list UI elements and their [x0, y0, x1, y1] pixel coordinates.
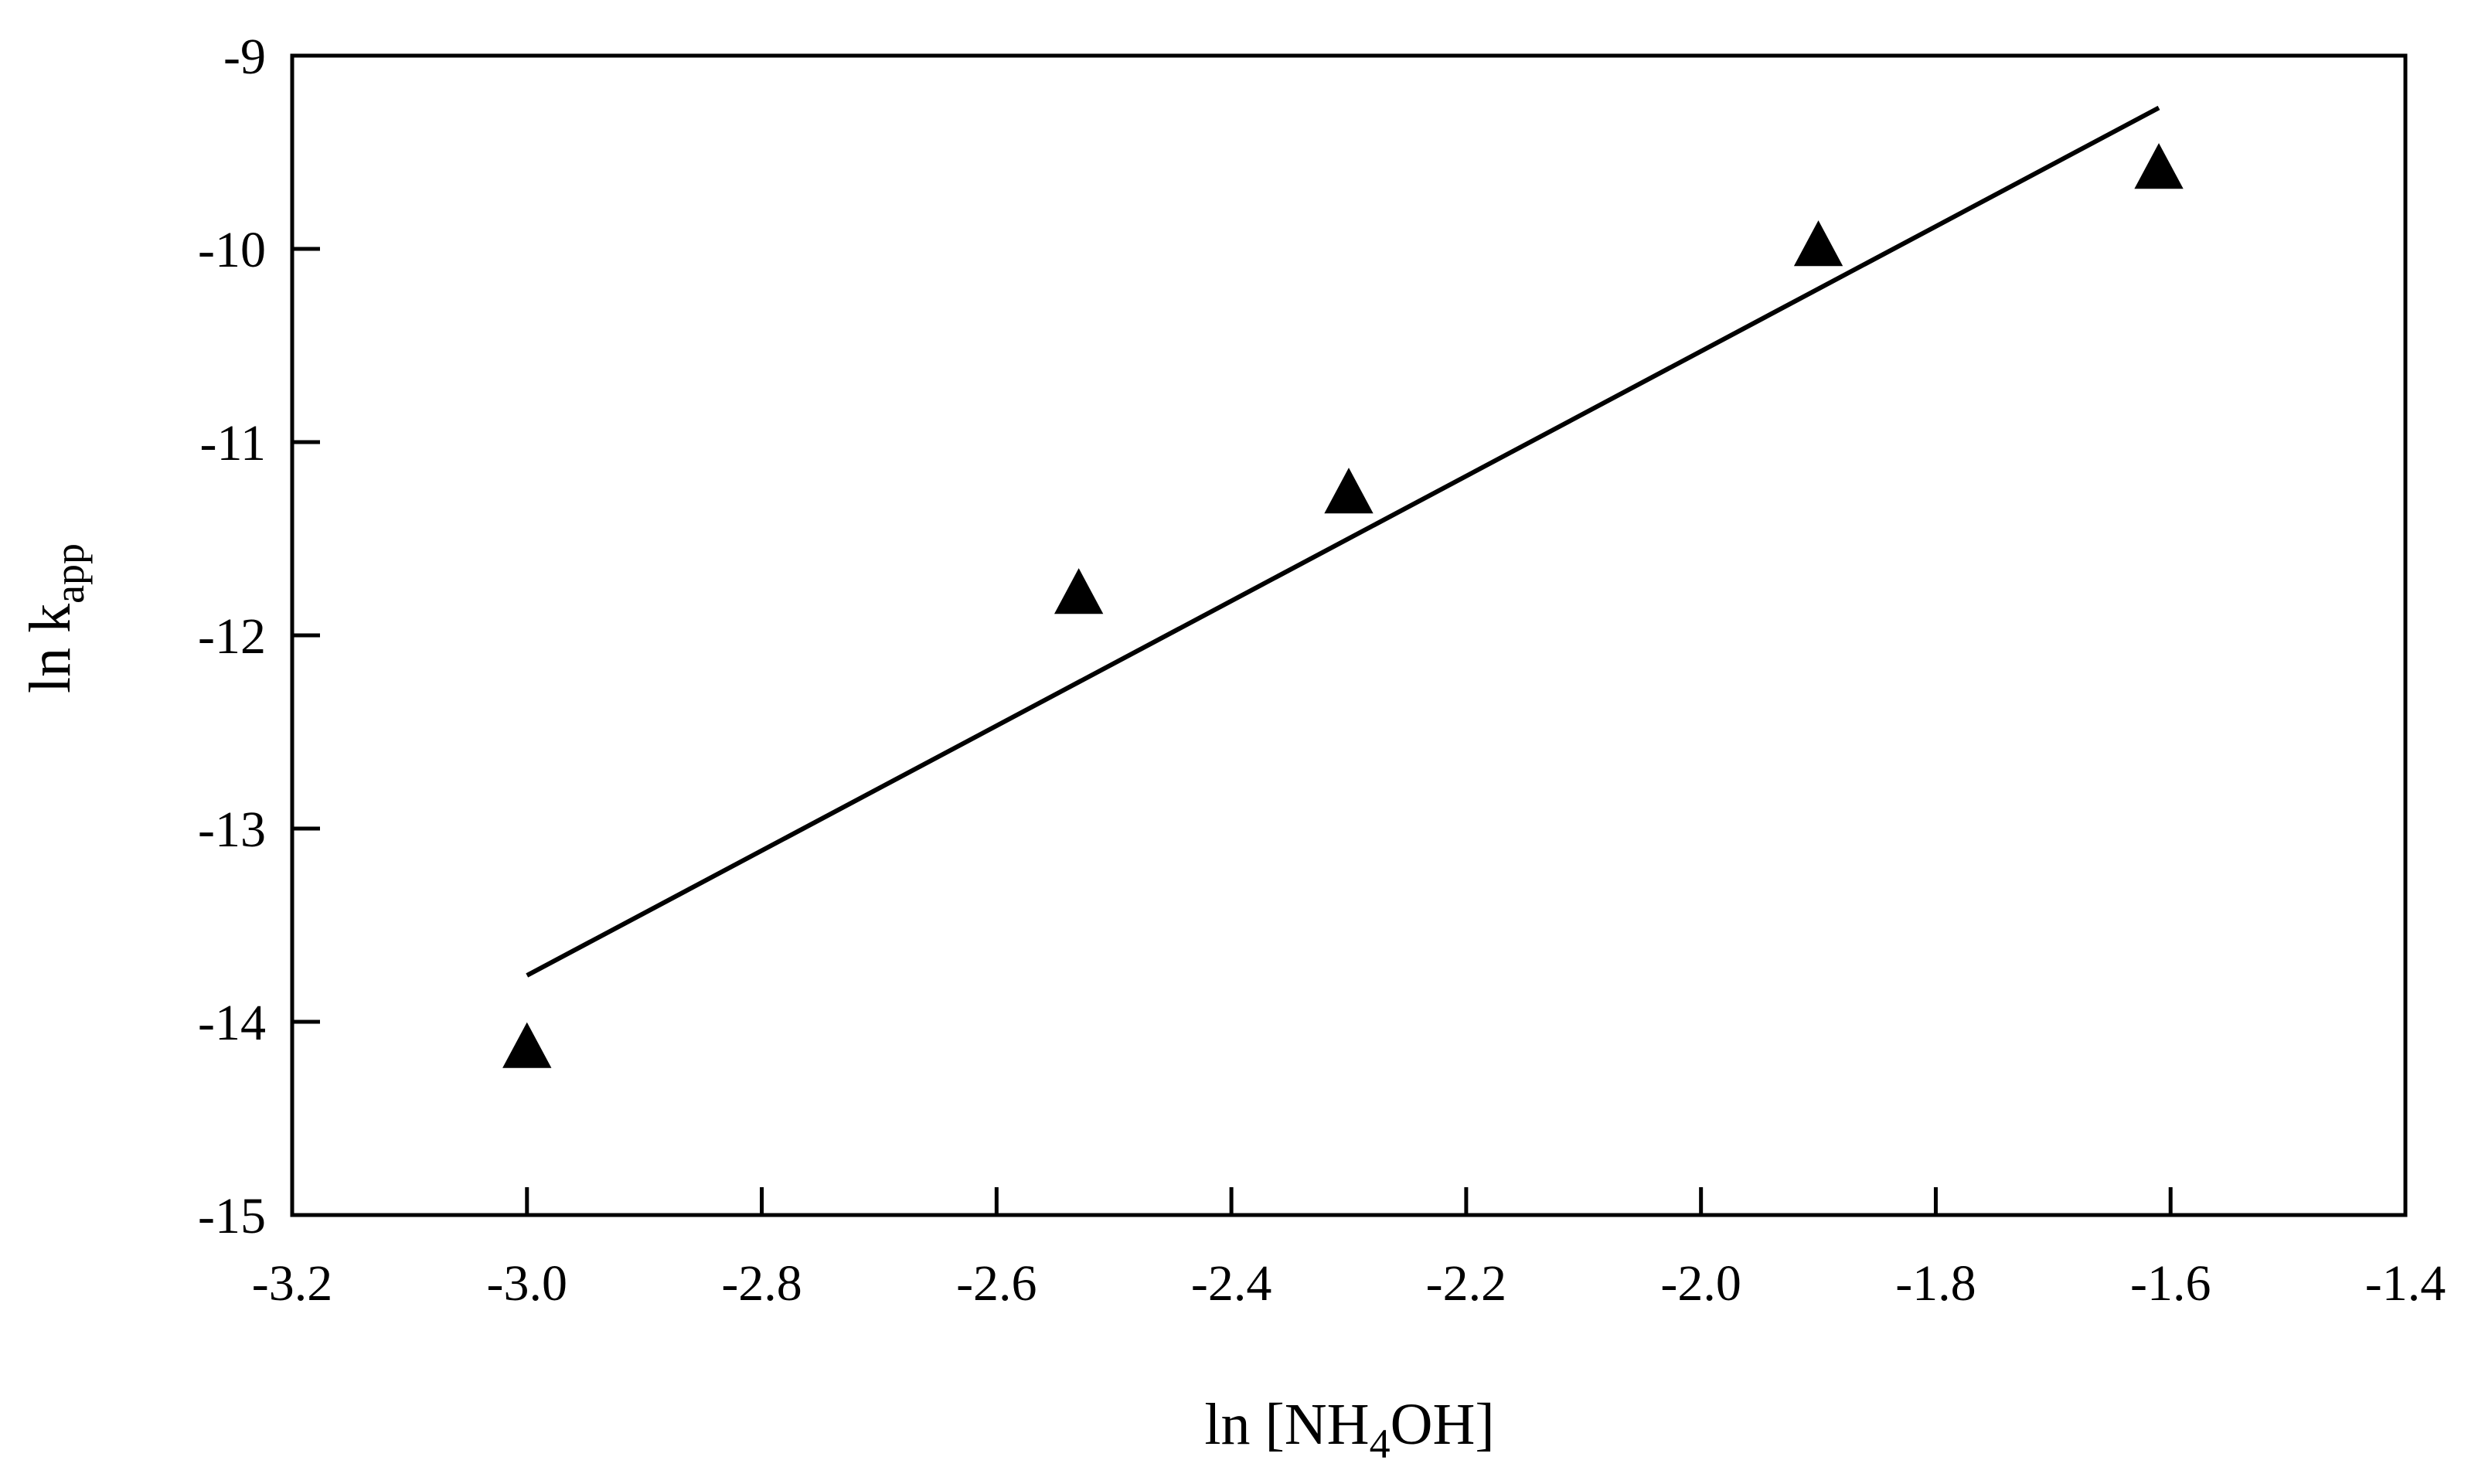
y-tick-label: -14 [198, 995, 266, 1051]
y-axis: -15 -14 -13 -12 -11 -10 -9 [198, 29, 320, 1244]
x-tick-label: -2.0 [1660, 1255, 1741, 1312]
y-tick-label: -13 [198, 802, 266, 858]
data-point-triangle [1793, 220, 1843, 267]
x-tick-label: -3.2 [252, 1255, 332, 1312]
data-point-triangle [1054, 568, 1104, 614]
x-tick-label: -2.4 [1191, 1255, 1271, 1312]
x-tick-label: -1.8 [1895, 1255, 1976, 1312]
x-tick-label: -1.6 [2130, 1255, 2211, 1312]
x-tick-label: -2.2 [1426, 1255, 1506, 1312]
x-axis-label-suffix: OH] [1391, 1392, 1495, 1457]
x-tick-label: -2.8 [721, 1255, 802, 1312]
x-axis-label-subscript: 4 [1370, 1421, 1391, 1467]
x-tick-label: -1.4 [2365, 1255, 2446, 1312]
y-axis-label: ln kapp [18, 543, 93, 693]
plot-area-border [290, 53, 2408, 1217]
x-axis-label: ln [NH4OH] [1204, 1392, 1494, 1467]
data-point-triangle [2134, 143, 2184, 189]
x-tick-label: -2.6 [956, 1255, 1037, 1312]
y-axis-label-prefix: ln k [18, 604, 83, 693]
data-points [502, 143, 2184, 1068]
fit-line-layer [526, 105, 2160, 978]
y-tick-label: -15 [198, 1188, 266, 1244]
y-tick-label: -12 [198, 608, 266, 665]
x-axis: -3.2 -3.0 -2.8 -2.6 -2.4 -2.2 -2.0 -1.8 -1.6 -1.4 [252, 1187, 2446, 1312]
y-tick-label: -9 [223, 29, 266, 85]
y-tick-label: -10 [198, 222, 266, 278]
y-axis-label-subscript: app [46, 543, 93, 604]
y-tick-label: -11 [199, 415, 266, 471]
data-point-triangle [502, 1022, 552, 1068]
x-tick-label: -3.0 [487, 1255, 567, 1312]
x-axis-label-prefix: ln [NH [1204, 1392, 1369, 1457]
plot-frame [290, 53, 2408, 1217]
linear-fit-line [526, 105, 2160, 978]
data-point-triangle [1324, 468, 1374, 514]
